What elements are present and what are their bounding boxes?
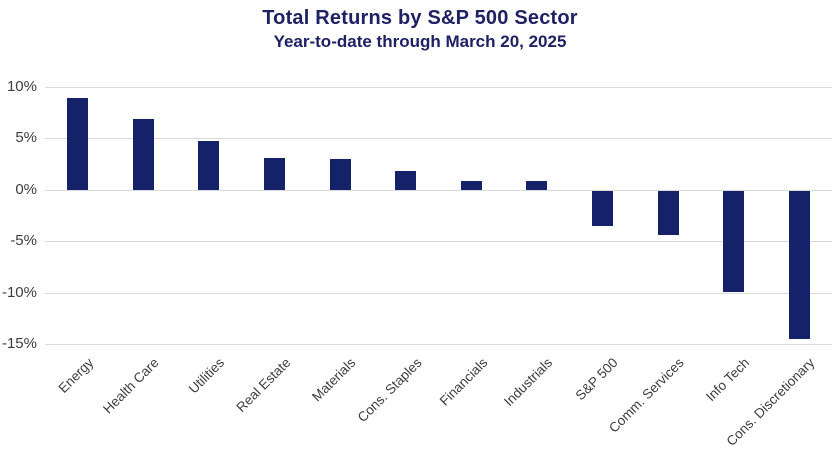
x-axis-category-label-real-estate: Real Estate — [233, 355, 294, 415]
bar-info-tech — [723, 190, 745, 292]
chart-title: Total Returns by S&P 500 Sector — [262, 7, 578, 29]
bar-s-p-500 — [591, 190, 613, 226]
y-axis-tick-label: 5% — [15, 129, 37, 146]
gridline — [45, 138, 832, 139]
chart-header: Total Returns by S&P 500 Sector Year-to-… — [0, 6, 840, 52]
x-axis-category-label-materials: Materials — [309, 355, 359, 405]
x-axis-category-label-financials: Financials — [436, 355, 490, 409]
gridline — [45, 87, 832, 88]
x-axis-category-label-utilities: Utilities — [186, 355, 228, 397]
gridline — [45, 293, 832, 294]
bar-cons-discretionary — [788, 190, 810, 339]
bar-health-care — [132, 118, 154, 190]
gridline — [45, 344, 832, 345]
bar-comm-services — [657, 190, 679, 235]
y-axis-tick-label: -5% — [10, 232, 37, 249]
y-axis-tick-label: 0% — [15, 181, 37, 198]
x-axis-category-label-info-tech: Info Tech — [703, 355, 753, 405]
gridline — [45, 241, 832, 242]
x-axis-category-label-energy: Energy — [55, 355, 97, 396]
x-axis-category-label-cons-staples: Cons. Staples — [354, 355, 425, 426]
y-axis-tick-label: 10% — [6, 78, 37, 95]
bar-utilities — [198, 141, 220, 190]
x-axis-category-label-s-p-500: S&P 500 — [572, 355, 622, 404]
bar-industrials — [526, 180, 548, 190]
bar-financials — [460, 180, 482, 190]
x-axis-category-label-industrials: Industrials — [501, 355, 556, 410]
chart-subtitle: Year-to-date through March 20, 2025 — [273, 32, 567, 51]
y-axis-tick-label: -15% — [1, 335, 37, 352]
x-axis-category-label-health-care: Health Care — [100, 355, 162, 417]
y-axis-tick-label: -10% — [1, 284, 37, 301]
bar-materials — [329, 158, 351, 190]
gridline — [45, 190, 832, 191]
bar-real-estate — [264, 157, 286, 190]
bar-energy — [67, 98, 89, 190]
bar-cons-staples — [395, 171, 417, 190]
